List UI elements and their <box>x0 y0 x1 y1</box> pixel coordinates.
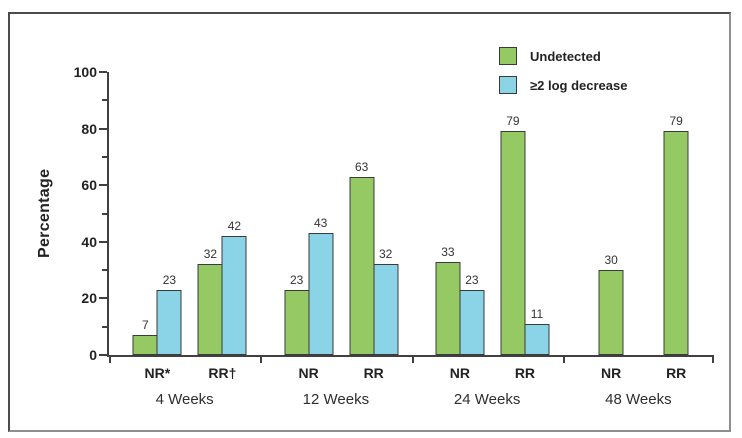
week-group: 7 23 NR* 32 42 RR† 4 Weeks <box>109 72 260 408</box>
figure-frame: Percentage 0 20 40 60 80 100 7 23 NR* 32 42 RR† 4 W… <box>8 12 731 432</box>
x-boundary-tick <box>712 357 714 363</box>
y-minor-tick <box>102 325 107 328</box>
bar-with-label: 43 <box>308 216 334 355</box>
bar-with-label: 7 <box>132 318 158 355</box>
legend: Undetected ≥2 log decrease <box>499 47 627 105</box>
y-tick-label: 100 <box>73 64 97 80</box>
bar-log-decrease <box>308 233 334 355</box>
week-group: 33 23 NR 79 11 RR 24 Weeks <box>412 72 563 408</box>
y-major-tick <box>99 127 107 130</box>
cluster-label: NR <box>601 365 622 381</box>
group-label: 12 Weeks <box>302 391 370 408</box>
bar-value-label: 7 <box>142 318 149 332</box>
week-group: 30 NR 79 RR 48 Weeks <box>563 72 714 408</box>
bar-with-label: 23 <box>284 273 310 355</box>
y-major-tick <box>99 71 107 73</box>
y-major-tick <box>99 297 107 300</box>
week-group: 23 43 NR 63 32 RR 12 Weeks <box>260 72 411 408</box>
group-label: 48 Weeks <box>605 391 672 408</box>
legend-swatch <box>499 76 517 94</box>
bar-undetected <box>598 270 624 355</box>
bar-undetected <box>663 131 689 355</box>
bar-with-label: 23 <box>459 273 485 355</box>
legend-label: Undetected <box>530 48 601 64</box>
cluster-label: RR <box>363 365 384 381</box>
y-major-tick <box>99 240 107 243</box>
bar-cluster: 30 <box>598 253 624 355</box>
bar-log-decrease <box>459 290 485 355</box>
legend-label: ≥2 log decrease <box>530 77 628 93</box>
bar-value-label: 23 <box>289 273 304 287</box>
plot-area: 0 20 40 60 80 100 7 23 NR* 32 42 RR† 4 Weeks 23 43 NR 6… <box>74 64 714 408</box>
bar-cluster: 33 23 <box>435 245 485 355</box>
y-axis-title: Percentage <box>36 168 53 259</box>
bar-log-decrease <box>156 290 182 355</box>
bar-with-label: 63 <box>349 160 375 355</box>
bar-cluster: 23 43 <box>284 216 334 355</box>
y-tick-label: 80 <box>81 120 97 137</box>
y-tick-label: 40 <box>81 233 97 250</box>
legend-swatch <box>499 47 517 65</box>
bar-value-label: 43 <box>313 216 328 230</box>
cluster-label: NR <box>298 365 319 381</box>
cluster-label: NR* <box>144 365 171 381</box>
bar-cluster: 63 32 <box>349 160 399 355</box>
y-minor-tick <box>102 155 107 158</box>
x-boundary-tick <box>109 357 111 363</box>
bar-cluster: 7 23 <box>132 273 182 355</box>
bar-undetected <box>197 264 223 355</box>
bar-value-label: 42 <box>227 219 242 233</box>
cluster-label: RR† <box>208 365 237 381</box>
legend-item: ≥2 log decrease <box>499 76 627 94</box>
y-minor-tick <box>102 269 107 272</box>
bar-with-label: 42 <box>221 219 247 355</box>
bar-value-label: 63 <box>355 160 369 174</box>
bar-groups: 7 23 NR* 32 42 RR† 4 Weeks 23 43 NR 63 32 RR 12 Weeks… <box>109 72 714 408</box>
group-label: 24 Weeks <box>453 391 521 408</box>
bar-value-label: 11 <box>530 307 544 321</box>
bar-log-decrease <box>524 324 550 355</box>
y-tick-label: 60 <box>81 177 97 194</box>
bar-value-label: 32 <box>379 247 393 261</box>
bar-value-label: 79 <box>669 114 683 128</box>
y-major-tick <box>99 184 107 187</box>
y-major-tick <box>99 354 107 356</box>
cluster-label: RR <box>514 365 536 381</box>
y-tick-label: 0 <box>89 347 97 363</box>
group-label: 4 Weeks <box>155 391 214 408</box>
y-minor-tick <box>102 212 107 215</box>
y-minor-tick <box>102 99 107 102</box>
x-boundary-tick <box>260 357 263 363</box>
bar-with-label: 11 <box>524 307 550 355</box>
bar-undetected <box>349 177 375 355</box>
bar-with-label: 32 <box>197 247 223 355</box>
bar-value-label: 33 <box>441 245 455 259</box>
bar-value-label: 32 <box>203 247 218 261</box>
bar-with-label: 23 <box>156 273 182 355</box>
bar-cluster: 32 42 <box>197 219 247 355</box>
bar-value-label: 30 <box>604 253 618 267</box>
bar-undetected <box>435 262 461 355</box>
x-boundary-tick <box>562 357 565 363</box>
legend-item: Undetected <box>499 47 627 65</box>
bar-with-label: 30 <box>598 253 624 355</box>
bar-value-label: 23 <box>162 273 177 287</box>
bar-cluster: 79 11 <box>500 114 550 355</box>
y-tick-label: 20 <box>81 290 97 307</box>
bar-log-decrease <box>373 264 399 355</box>
cluster-label: NR <box>449 365 471 381</box>
bar-undetected <box>132 335 158 355</box>
cluster-label: RR <box>666 365 687 381</box>
bar-value-label: 79 <box>506 114 520 128</box>
bar-value-label: 23 <box>465 273 479 287</box>
bar-with-label: 79 <box>500 114 526 355</box>
bar-undetected <box>284 290 310 355</box>
bar-with-label: 33 <box>435 245 461 355</box>
bar-undetected <box>500 131 526 355</box>
x-boundary-tick <box>411 357 414 363</box>
bar-with-label: 79 <box>663 114 689 355</box>
bar-cluster: 79 <box>663 114 689 355</box>
bar-log-decrease <box>221 236 247 355</box>
bar-with-label: 32 <box>373 247 399 355</box>
